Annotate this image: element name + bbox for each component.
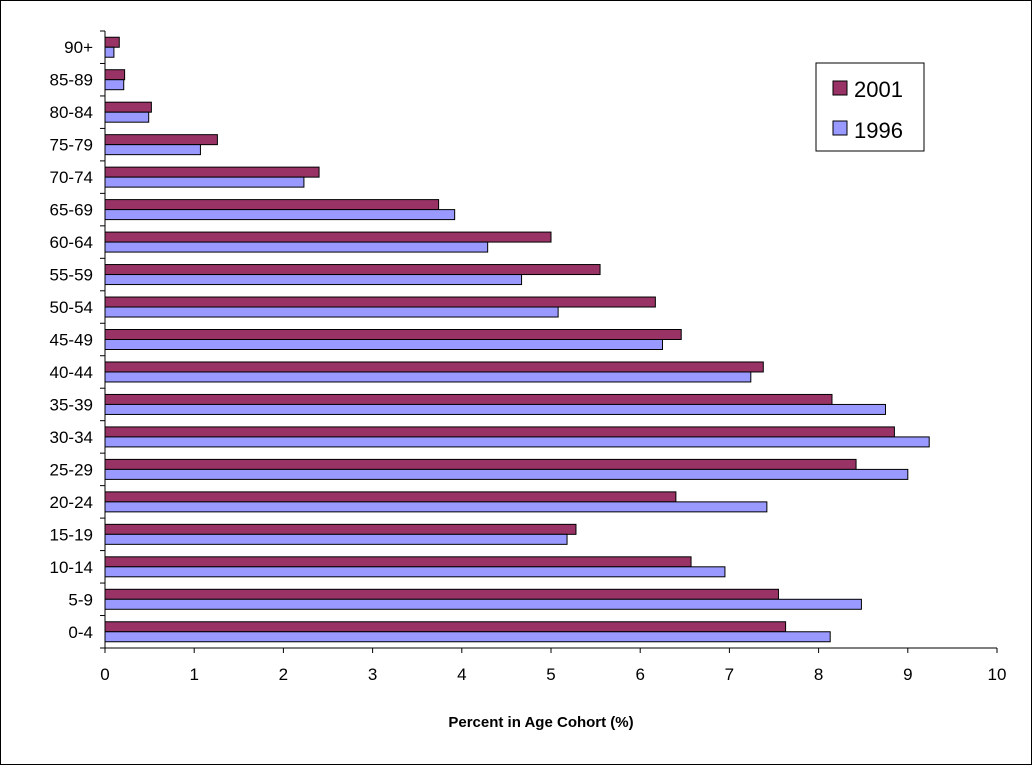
y-tick-label-75-79: 75-79 [50, 136, 93, 155]
bar-2001-5-9 [104, 588, 779, 600]
y-tick-label-25-29: 25-29 [50, 460, 93, 479]
bar-1996-55-59 [104, 274, 523, 286]
labels-layer: 0-4 5-9 10-14 15-19 20-24 25-29 30-34 35-39 40-4… [50, 38, 1007, 684]
bar-1996-65-69 [104, 209, 456, 221]
y-tick-label-40-44: 40-44 [50, 363, 93, 382]
legend-label-1996: 1996 [854, 118, 903, 143]
bar-1996-25-29 [104, 468, 909, 480]
bar-1996-35-39 [104, 403, 886, 415]
bar-2001-20-24 [104, 491, 677, 503]
y-tick-label-65-69: 65-69 [50, 201, 93, 220]
bar-1996-10-14 [104, 566, 726, 578]
bar-2001-40-44 [104, 361, 764, 373]
bar-1996-5-9 [104, 598, 862, 610]
bar-1996-50-54 [104, 306, 559, 318]
x-tick-label-8: 8 [814, 665, 823, 684]
legend-swatch-1996 [832, 120, 848, 136]
bar-2001-70-74 [104, 166, 320, 178]
y-tick-label-60-64: 60-64 [50, 233, 93, 252]
x-tick-label-7: 7 [725, 665, 734, 684]
bar-2001-25-29 [104, 458, 857, 470]
bar-1996-15-19 [104, 533, 568, 545]
x-tick-label-3: 3 [368, 665, 377, 684]
y-tick-label-90+: 90+ [64, 38, 93, 57]
bars-layer [104, 36, 930, 643]
bar-1996-60-64 [104, 241, 489, 253]
bar-1996-40-44 [104, 371, 752, 383]
bar-1996-70-74 [104, 176, 305, 188]
bar-2001-80-84 [104, 101, 152, 113]
axes-layer [100, 30, 998, 653]
x-tick-label-5: 5 [546, 665, 555, 684]
x-tick-label-9: 9 [903, 665, 912, 684]
bar-2001-85-89 [104, 69, 126, 81]
x-tick-label-6: 6 [635, 665, 644, 684]
y-tick-label-35-39: 35-39 [50, 395, 93, 414]
y-tick-label-55-59: 55-59 [50, 266, 93, 285]
y-tick-label-80-84: 80-84 [50, 103, 93, 122]
x-tick-label-4: 4 [457, 665, 466, 684]
bar-2001-15-19 [104, 523, 577, 535]
bar-1996-0-4 [104, 631, 831, 643]
bar-2001-65-69 [104, 199, 440, 211]
y-tick-label-20-24: 20-24 [50, 493, 93, 512]
bar-2001-55-59 [104, 264, 601, 276]
bar-2001-45-49 [104, 329, 682, 340]
bar-2001-75-79 [104, 134, 218, 146]
bar-1996-20-24 [104, 501, 768, 513]
x-tick-label-0: 0 [100, 665, 109, 684]
bar-1996-85-89 [104, 79, 125, 91]
y-tick-label-70-74: 70-74 [50, 168, 93, 187]
bar-1996-80-84 [104, 111, 150, 123]
legend-label-2001: 2001 [854, 77, 903, 102]
y-tick-label-45-49: 45-49 [50, 331, 93, 350]
legend: 2001 1996 [815, 62, 925, 152]
bar-1996-75-79 [104, 144, 201, 156]
bar-2001-10-14 [104, 556, 692, 568]
bar-2001-50-54 [104, 296, 656, 308]
legend-swatch-2001 [832, 80, 848, 96]
bar-2001-30-34 [104, 426, 895, 438]
y-tick-label-85-89: 85-89 [50, 71, 93, 90]
legend-box [815, 62, 925, 152]
x-axis-title: Percent in Age Cohort (%) [448, 714, 633, 731]
x-tick-label-1: 1 [189, 665, 198, 684]
y-tick-label-15-19: 15-19 [50, 525, 93, 544]
y-tick-label-10-14: 10-14 [50, 558, 93, 577]
y-tick-label-50-54: 50-54 [50, 298, 93, 317]
x-tick-label-10: 10 [988, 665, 1007, 684]
y-tick-label-0-4: 0-4 [68, 623, 93, 642]
y-tick-label-30-34: 30-34 [50, 428, 93, 447]
bar-2001-35-39 [104, 393, 833, 405]
bar-2001-60-64 [104, 231, 552, 243]
y-tick-label-5-9: 5-9 [68, 590, 93, 609]
bar-1996-30-34 [104, 436, 930, 448]
bar-2001-0-4 [104, 621, 787, 633]
bar-1996-45-49 [104, 339, 663, 350]
x-tick-label-2: 2 [279, 665, 288, 684]
bar-2001-90+ [104, 36, 120, 48]
bar-1996-90+ [104, 46, 115, 58]
